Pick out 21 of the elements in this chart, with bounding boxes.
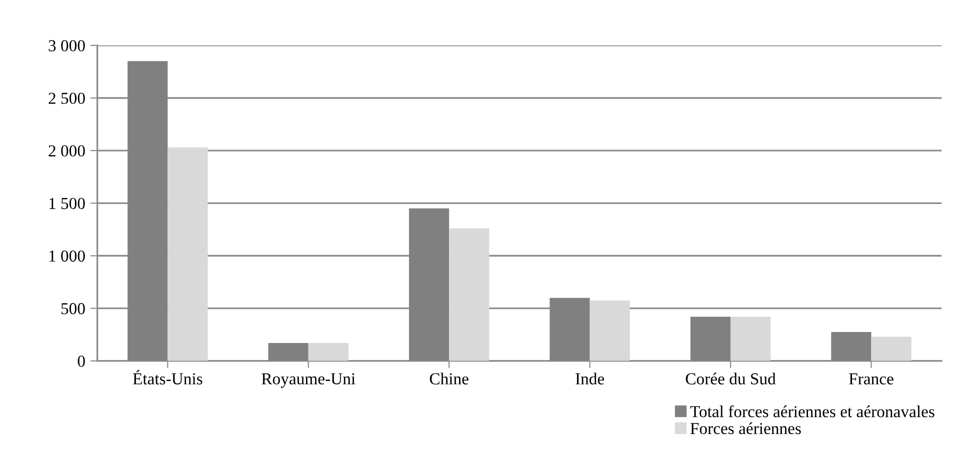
y-tick-label: 1 000 xyxy=(49,250,85,262)
y-tick-label: 3 000 xyxy=(48,40,85,52)
legend-label: Forces aériennes xyxy=(690,422,801,434)
x-tick-label: États-Unis xyxy=(132,370,202,384)
bar xyxy=(730,316,771,361)
bar xyxy=(308,343,348,361)
y-tick-label: 0 xyxy=(78,356,85,367)
x-tick-label: Royaume-Uni xyxy=(262,373,356,388)
y-tick-label: 500 xyxy=(61,303,85,314)
y-tick-label: 2 500 xyxy=(48,92,85,104)
x-tick-label: Chine xyxy=(430,372,468,384)
bar xyxy=(871,336,912,361)
y-tick-label: 2 000 xyxy=(48,145,85,157)
bar xyxy=(168,147,208,361)
legend-label: Total forces aériennes et aéronavales xyxy=(690,405,934,418)
bar xyxy=(590,300,630,361)
bar xyxy=(449,228,490,361)
x-tick-label: Inde xyxy=(576,372,604,384)
x-tick-label: France xyxy=(849,373,894,384)
x-tick-label: Corée du Sud xyxy=(686,372,776,384)
y-tick-label: 1 500 xyxy=(49,198,85,210)
